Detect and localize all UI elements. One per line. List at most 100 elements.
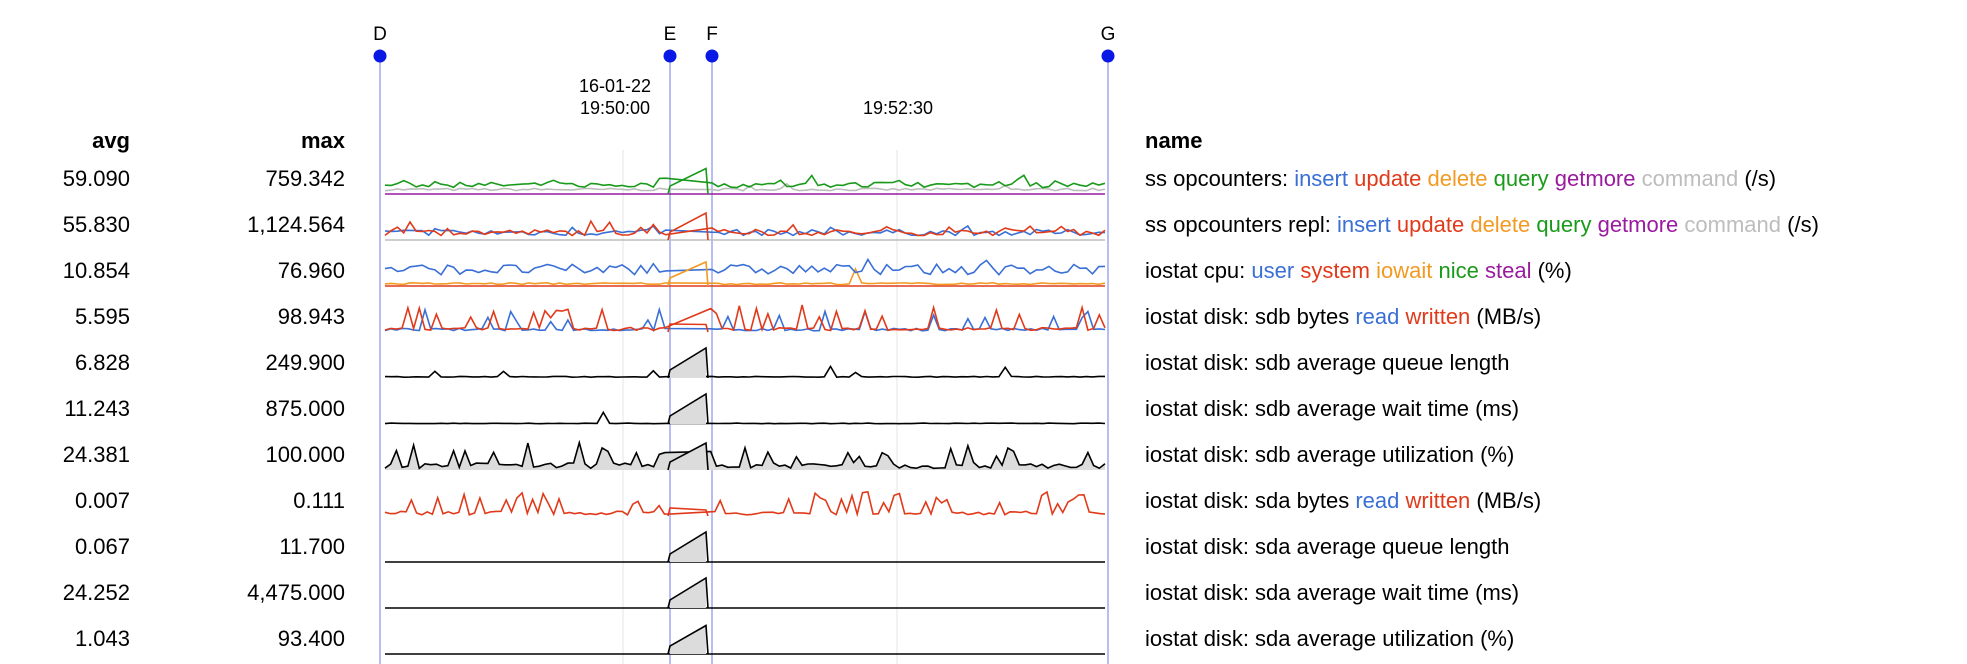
time-tick-label-2: 19:52:30 — [838, 97, 958, 119]
metric-name-part: getmore — [1554, 166, 1636, 191]
row-avg-value: 5.595 — [74, 304, 130, 329]
metric-name-part: read — [1355, 304, 1400, 329]
marker-label: F — [706, 24, 718, 45]
metric-name-part: (MB/s) — [1470, 488, 1542, 513]
row-avg-value: 0.007 — [74, 488, 130, 513]
row-avg-value: 1.043 — [74, 626, 130, 651]
row-max-value: 100.000 — [265, 442, 345, 467]
sparkline-series — [384, 304, 1106, 333]
metric-name-part: nice — [1438, 258, 1479, 283]
sparkline-series — [384, 224, 1106, 237]
max-header: max — [300, 128, 345, 153]
row-metric-name[interactable]: ss opcounters repl: insert update delete… — [1145, 212, 1819, 238]
metric-name-part: command — [1684, 212, 1782, 237]
row-avg-value: 0.067 — [74, 534, 130, 559]
row-max-value: 759.342 — [265, 166, 345, 191]
metric-name-part: query — [1536, 212, 1592, 237]
marker-handle[interactable] — [1101, 49, 1115, 63]
time-tick-time: 19:52:30 — [862, 98, 934, 118]
row-max-value: 0.111 — [293, 488, 345, 513]
metric-name-part: query — [1493, 166, 1549, 191]
metric-name-part: iostat disk: sdb bytes — [1145, 304, 1356, 329]
metric-name-part: command — [1641, 166, 1739, 191]
marker-label: E — [664, 24, 677, 45]
sparkline-gap-segment — [667, 576, 709, 609]
metric-name-part: system — [1300, 258, 1370, 283]
sparkline-gap-segment — [667, 441, 709, 471]
row-max-value: 76.960 — [277, 258, 345, 283]
row-avg-value: 24.252 — [62, 580, 130, 605]
sparkline-series — [384, 257, 1106, 276]
sparkline-fill — [670, 625, 706, 654]
sparkline-gap-segment — [667, 530, 709, 563]
metric-name-part: iostat disk: sda bytes — [1145, 488, 1356, 513]
avg-header: avg — [92, 128, 130, 153]
sparkline-gap-segment — [667, 323, 709, 333]
row-metric-name[interactable]: iostat disk: sda average utilization (%) — [1145, 626, 1514, 652]
sparkline-fill — [670, 348, 706, 378]
metric-name-part: getmore — [1597, 212, 1679, 237]
row-max-value: 875.000 — [265, 396, 345, 421]
time-tick-date: 16-01-22 — [578, 76, 652, 96]
row-metric-name[interactable]: ss opcounters: insert update delete quer… — [1145, 166, 1776, 192]
row-metric-name[interactable]: iostat disk: sdb bytes read written (MB/… — [1145, 304, 1541, 330]
sparkline-series — [384, 182, 1106, 192]
metric-name-part: iostat disk: sda average queue length — [1145, 534, 1510, 559]
row-avg-value: 24.381 — [62, 442, 130, 467]
metric-name-part: read — [1355, 488, 1400, 513]
sparkline-series — [384, 266, 1106, 286]
metric-name-part: steal — [1484, 258, 1532, 283]
sparkline-fill — [385, 442, 1105, 470]
metric-name-part: iostat disk: sdb average queue length — [1145, 350, 1510, 375]
sparkline-gap-segment — [667, 346, 709, 379]
metric-name-part: update — [1354, 166, 1422, 191]
row-max-value: 98.943 — [277, 304, 345, 329]
row-avg-value: 6.828 — [74, 350, 130, 375]
row-avg-value: 55.830 — [62, 212, 130, 237]
row-avg-value: 10.854 — [62, 258, 130, 283]
marker-handle[interactable] — [705, 49, 719, 63]
row-max-value: 249.900 — [265, 350, 345, 375]
metric-name-part: iostat disk: sda average wait time (ms) — [1145, 580, 1520, 605]
sparkline-series — [384, 219, 1106, 237]
metric-name-part: insert — [1336, 212, 1391, 237]
row-metric-name[interactable]: iostat disk: sdb average utilization (%) — [1145, 442, 1514, 468]
sparkline-gap-segment — [667, 211, 709, 241]
row-metric-name[interactable]: iostat disk: sda average queue length — [1145, 534, 1509, 560]
metric-name-part: user — [1251, 258, 1295, 283]
row-metric-name[interactable]: iostat cpu: user system iowait nice stea… — [1145, 258, 1572, 284]
metric-name-part: iostat disk: sdb average utilization (%) — [1145, 442, 1515, 467]
row-max-value: 93.400 — [277, 626, 345, 651]
marker-handle[interactable] — [663, 49, 677, 63]
sparkline-fill — [670, 394, 706, 424]
name-header: name — [1145, 128, 1203, 153]
row-max-value: 11.700 — [279, 534, 345, 559]
metric-name-part: (/s) — [1738, 166, 1777, 191]
metric-name-part: delete — [1470, 212, 1531, 237]
sparkline-gap-segment — [667, 260, 709, 287]
row-metric-name[interactable]: iostat disk: sdb average queue length — [1145, 350, 1509, 376]
metric-name-part: ss opcounters repl: — [1145, 212, 1337, 237]
metric-name-part: delete — [1427, 166, 1488, 191]
sparkline-series — [384, 410, 1106, 425]
row-avg-value: 11.243 — [64, 396, 130, 421]
sparkline-fill — [670, 578, 706, 608]
metric-name-part: written — [1405, 304, 1471, 329]
row-metric-name[interactable]: iostat disk: sdb average wait time (ms) — [1145, 396, 1519, 422]
metric-name-part: ss opcounters: — [1145, 166, 1295, 191]
metric-name-part: (%) — [1531, 258, 1572, 283]
metric-name-part: iowait — [1376, 258, 1433, 283]
row-metric-name[interactable]: iostat disk: sda bytes read written (MB/… — [1145, 488, 1541, 514]
sparkline-fill — [670, 443, 706, 470]
sparkline-gap-segment — [667, 507, 709, 517]
sparkline-gap-segment — [667, 624, 709, 655]
row-avg-value: 59.090 — [62, 166, 130, 191]
metric-name-part: written — [1405, 488, 1471, 513]
metric-name-part: insert — [1294, 166, 1348, 191]
sparkline-series — [384, 490, 1106, 518]
row-metric-name[interactable]: iostat disk: sda average wait time (ms) — [1145, 580, 1519, 606]
time-tick-time: 19:50:00 — [579, 98, 651, 118]
marker-handle[interactable] — [373, 49, 387, 63]
